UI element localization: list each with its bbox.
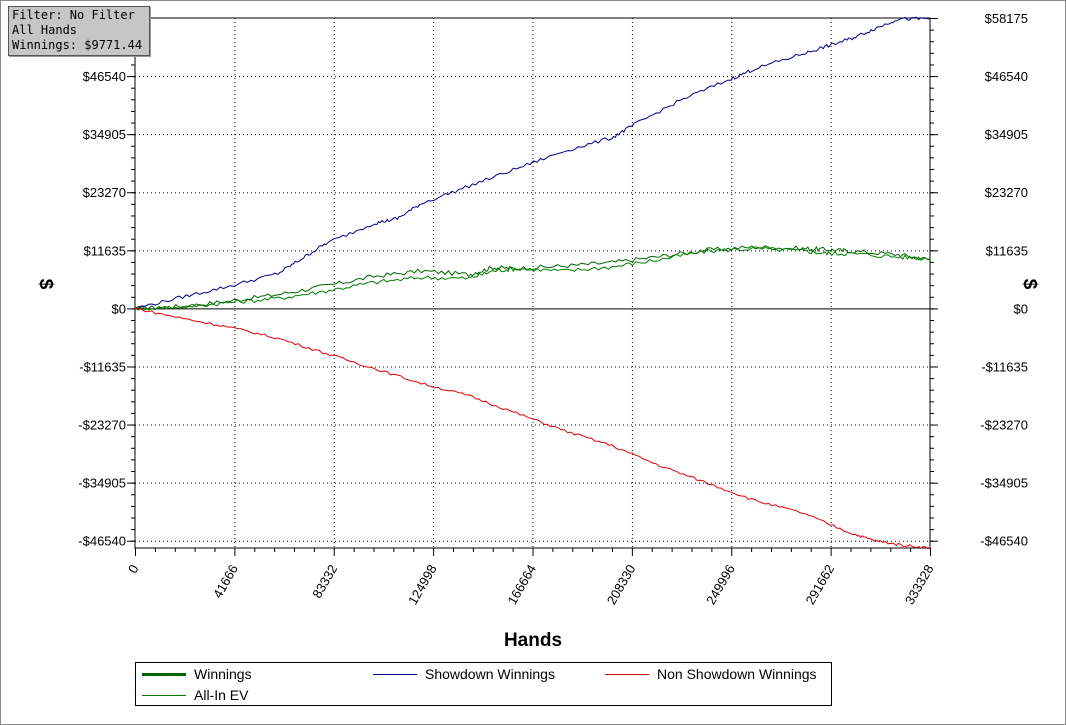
- x-tick-label: 249996: [703, 562, 738, 607]
- x-tick-label: 166664: [504, 562, 539, 607]
- y-tick-label-right: $23270: [985, 185, 1028, 200]
- series-line-showdown: [134, 16, 931, 309]
- y-tick-label-right: -$46540: [980, 534, 1028, 549]
- legend-swatch-winnings: [142, 672, 186, 676]
- y-tick-label-left: $11635: [84, 243, 126, 258]
- x-tick-label: 208330: [604, 562, 639, 607]
- y-tick-label-right: -$11635: [981, 359, 1028, 374]
- y-tick-label-left: -$23270: [78, 418, 126, 433]
- y-tick-label-right: -$34905: [980, 476, 1028, 491]
- y-tick-label-right: $58175: [985, 11, 1028, 26]
- filter-info-box: Filter: No Filter All Hands Winnings: $9…: [8, 6, 150, 56]
- y-tick-label-right: -$23270: [980, 418, 1028, 433]
- legend-label-winnings: Winnings: [194, 666, 252, 682]
- legend-label-non-showdown: Non Showdown Winnings: [657, 666, 817, 682]
- y-tick-label-left: -$11635: [79, 359, 126, 374]
- y-tick-label-left: -$46540: [78, 534, 126, 549]
- legend-label-allin-ev: All-In EV: [194, 687, 249, 703]
- y-tick-label-right: $11635: [986, 243, 1028, 258]
- legend-item-non-showdown: Non Showdown Winnings: [605, 664, 817, 684]
- y-tick-label-right: $34905: [985, 127, 1028, 142]
- y-tick-label-left: $23270: [83, 185, 126, 200]
- legend-item-showdown: Showdown Winnings: [373, 664, 555, 684]
- y-tick-label-left: $46540: [83, 69, 126, 84]
- filter-label: Filter: No Filter: [12, 8, 135, 22]
- series-line-allin-ev: [134, 246, 931, 311]
- series-line-non-showdown: [134, 307, 931, 550]
- legend-label-showdown: Showdown Winnings: [425, 666, 555, 682]
- legend-item-winnings: Winnings: [142, 664, 252, 684]
- y-axis-title-right: $: [1019, 279, 1040, 290]
- y-tick-label-left: $0: [112, 301, 126, 316]
- hands-label: All Hands: [12, 23, 78, 37]
- y-tick-label-left: -$34905: [78, 476, 126, 491]
- x-tick-label: 83332: [309, 562, 340, 601]
- series-line-winnings: [134, 245, 931, 311]
- y-tick-label-right: $0: [1014, 301, 1028, 316]
- x-tick-label: 333328: [902, 562, 937, 607]
- legend: Winnings Showdown Winnings Non Showdown …: [135, 662, 832, 706]
- x-tick-label: 291662: [803, 562, 838, 607]
- x-tick-label: 124998: [405, 562, 440, 607]
- x-tick-label: 0: [125, 562, 142, 576]
- legend-swatch-non-showdown: [605, 673, 649, 675]
- legend-swatch-allin-ev: [142, 694, 186, 696]
- y-tick-label-right: $46540: [985, 69, 1028, 84]
- x-tick-label: 41666: [210, 562, 241, 601]
- y-tick-label-left: $34905: [83, 127, 126, 142]
- legend-item-allin-ev: All-In EV: [142, 685, 248, 705]
- legend-swatch-showdown: [373, 673, 417, 675]
- x-axis-title: Hands: [504, 630, 562, 651]
- y-axis-title-left: $: [35, 279, 56, 290]
- winnings-label: Winnings: $9771.44: [12, 38, 143, 52]
